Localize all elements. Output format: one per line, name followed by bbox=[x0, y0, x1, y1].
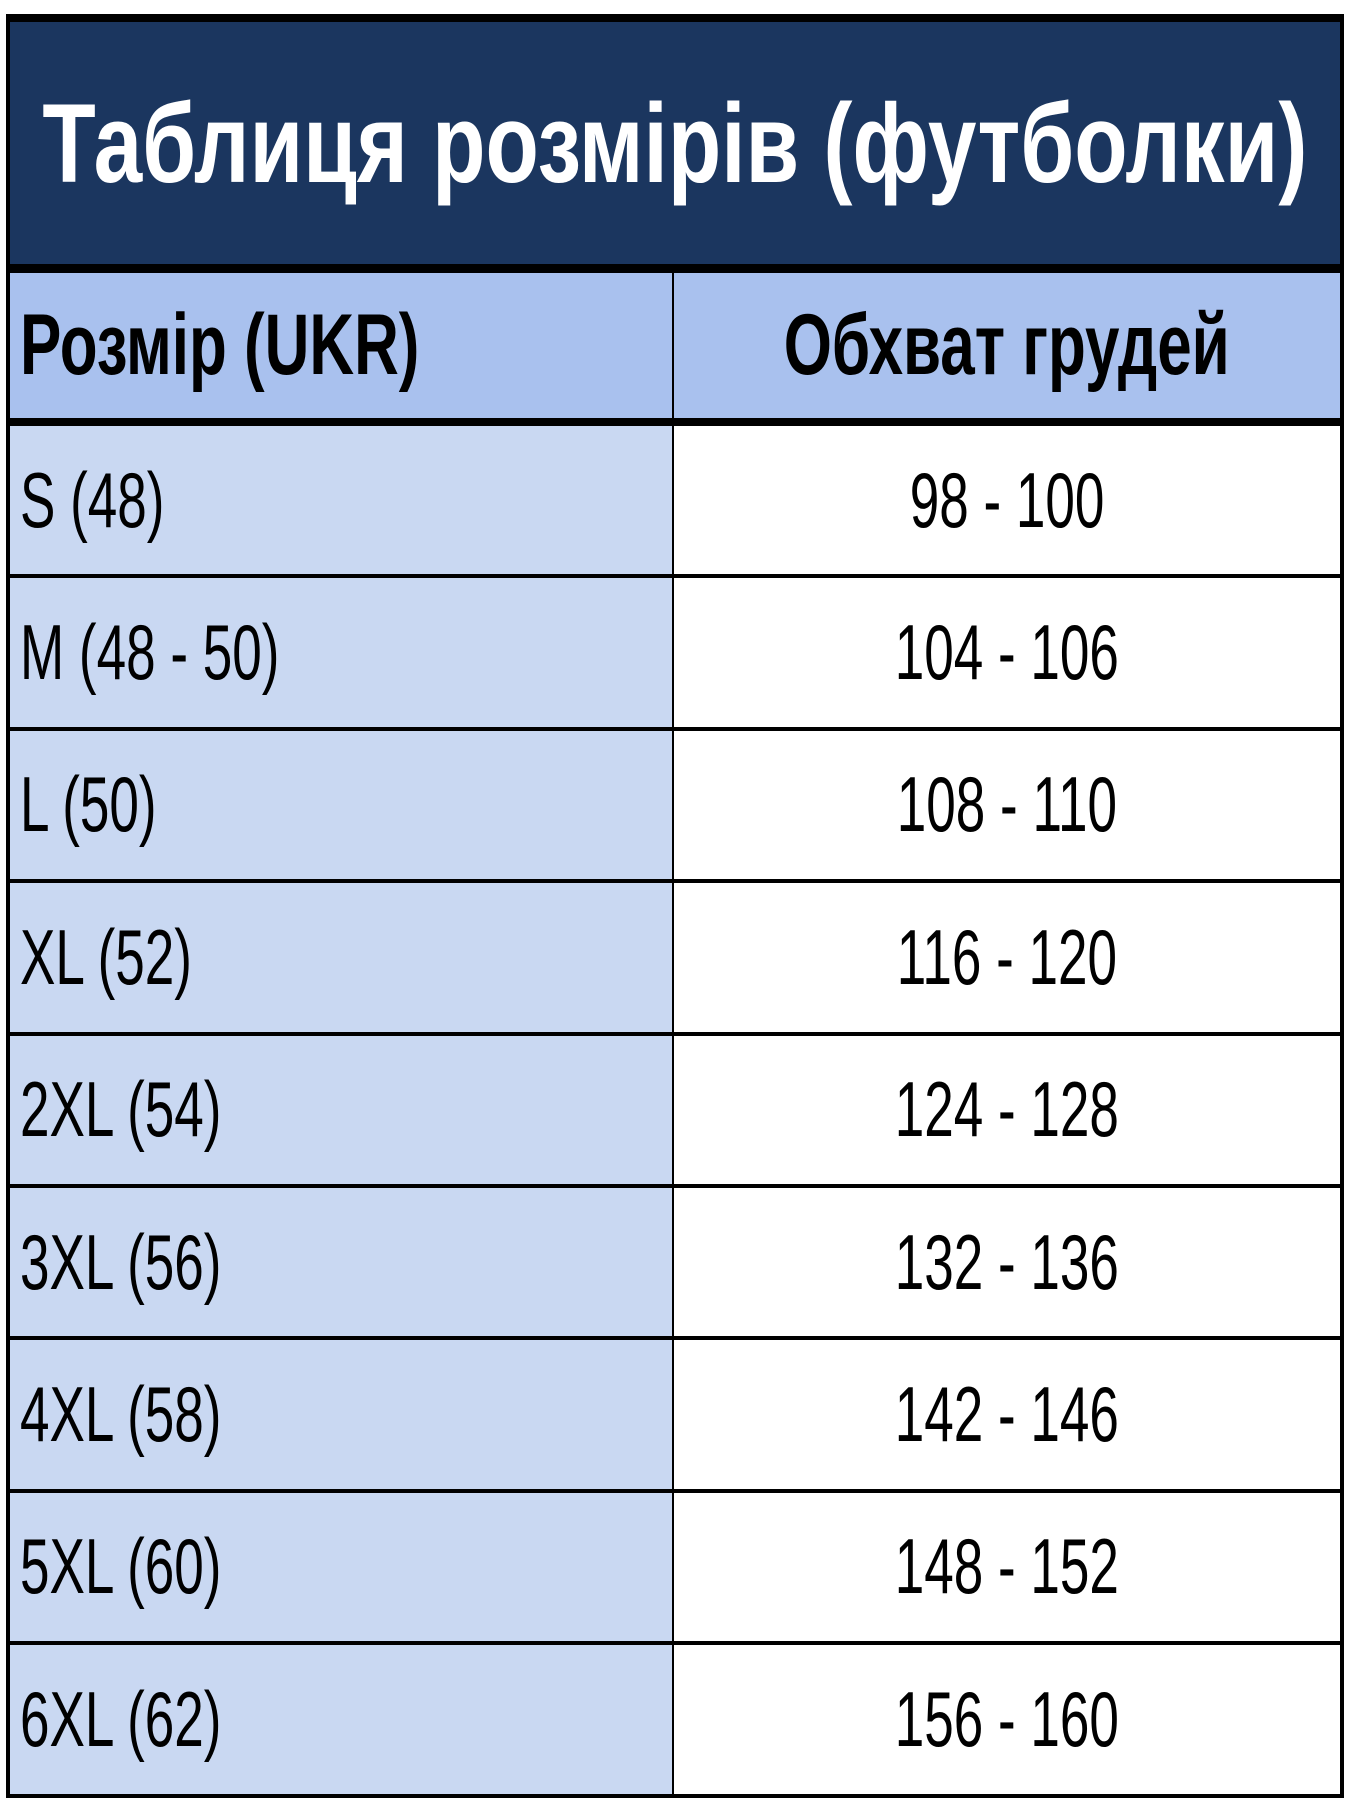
chest-cell: 104 - 106 bbox=[674, 578, 1340, 727]
header-chest: Обхват грудей bbox=[674, 273, 1340, 418]
table-row: 3XL (56) 132 - 136 bbox=[10, 1188, 1340, 1337]
table-row: 6XL (62) 156 - 160 bbox=[10, 1645, 1340, 1794]
size-cell: 2XL (54) bbox=[10, 1035, 672, 1184]
chest-value: 108 - 110 bbox=[896, 760, 1118, 849]
chest-value: 116 - 120 bbox=[896, 912, 1118, 1001]
chest-value: 104 - 106 bbox=[894, 608, 1120, 697]
table-row: 5XL (60) 148 - 152 bbox=[10, 1492, 1340, 1642]
header-size-label: Розмір (UKR) bbox=[20, 297, 420, 393]
table-row: S (48) 98 - 100 bbox=[10, 426, 1340, 575]
chest-cell: 132 - 136 bbox=[674, 1188, 1340, 1337]
chest-value: 156 - 160 bbox=[894, 1674, 1120, 1763]
size-cell: S (48) bbox=[10, 426, 672, 575]
size-value: 4XL (58) bbox=[20, 1370, 222, 1459]
table-row: XL (52) 116 - 120 bbox=[10, 883, 1340, 1032]
size-value: S (48) bbox=[20, 455, 165, 544]
header-chest-label: Обхват грудей bbox=[783, 297, 1231, 393]
chest-cell: 156 - 160 bbox=[674, 1645, 1340, 1794]
chest-cell: 108 - 110 bbox=[674, 730, 1340, 880]
size-cell: 4XL (58) bbox=[10, 1340, 672, 1489]
chest-value: 132 - 136 bbox=[894, 1217, 1120, 1306]
table-row: 2XL (54) 124 - 128 bbox=[10, 1035, 1340, 1184]
chest-cell: 124 - 128 bbox=[674, 1035, 1340, 1184]
size-value: 3XL (56) bbox=[20, 1217, 222, 1306]
table-row: M (48 - 50) 104 - 106 bbox=[10, 578, 1340, 727]
size-cell: XL (52) bbox=[10, 883, 672, 1032]
chest-cell: 98 - 100 bbox=[674, 426, 1340, 575]
size-value: 5XL (60) bbox=[20, 1522, 222, 1611]
chest-value: 142 - 146 bbox=[894, 1370, 1120, 1459]
header-size: Розмір (UKR) bbox=[10, 273, 672, 418]
table-row: L (50) 108 - 110 bbox=[10, 730, 1340, 880]
table-title-bar: Таблиця розмірів (футболки) bbox=[10, 22, 1340, 264]
size-value: XL (52) bbox=[20, 912, 192, 1001]
size-cell: 5XL (60) bbox=[10, 1492, 672, 1642]
size-value: 6XL (62) bbox=[20, 1674, 222, 1763]
chest-value: 98 - 100 bbox=[909, 455, 1105, 544]
chest-cell: 116 - 120 bbox=[674, 883, 1340, 1032]
size-cell: M (48 - 50) bbox=[10, 578, 672, 727]
chest-cell: 148 - 152 bbox=[674, 1492, 1340, 1642]
chest-value: 124 - 128 bbox=[894, 1065, 1120, 1154]
chest-cell: 142 - 146 bbox=[674, 1340, 1340, 1489]
chest-value: 148 - 152 bbox=[894, 1522, 1120, 1611]
size-cell: 3XL (56) bbox=[10, 1188, 672, 1337]
size-value: 2XL (54) bbox=[20, 1065, 222, 1154]
header-row: Розмір (UKR) Обхват грудей bbox=[10, 273, 1340, 418]
table-title: Таблиця розмірів (футболки) bbox=[42, 80, 1308, 206]
size-cell: 6XL (62) bbox=[10, 1645, 672, 1794]
size-value: L (50) bbox=[20, 760, 157, 849]
size-value: M (48 - 50) bbox=[20, 608, 280, 697]
size-cell: L (50) bbox=[10, 730, 672, 880]
table-row: 4XL (58) 142 - 146 bbox=[10, 1340, 1340, 1489]
